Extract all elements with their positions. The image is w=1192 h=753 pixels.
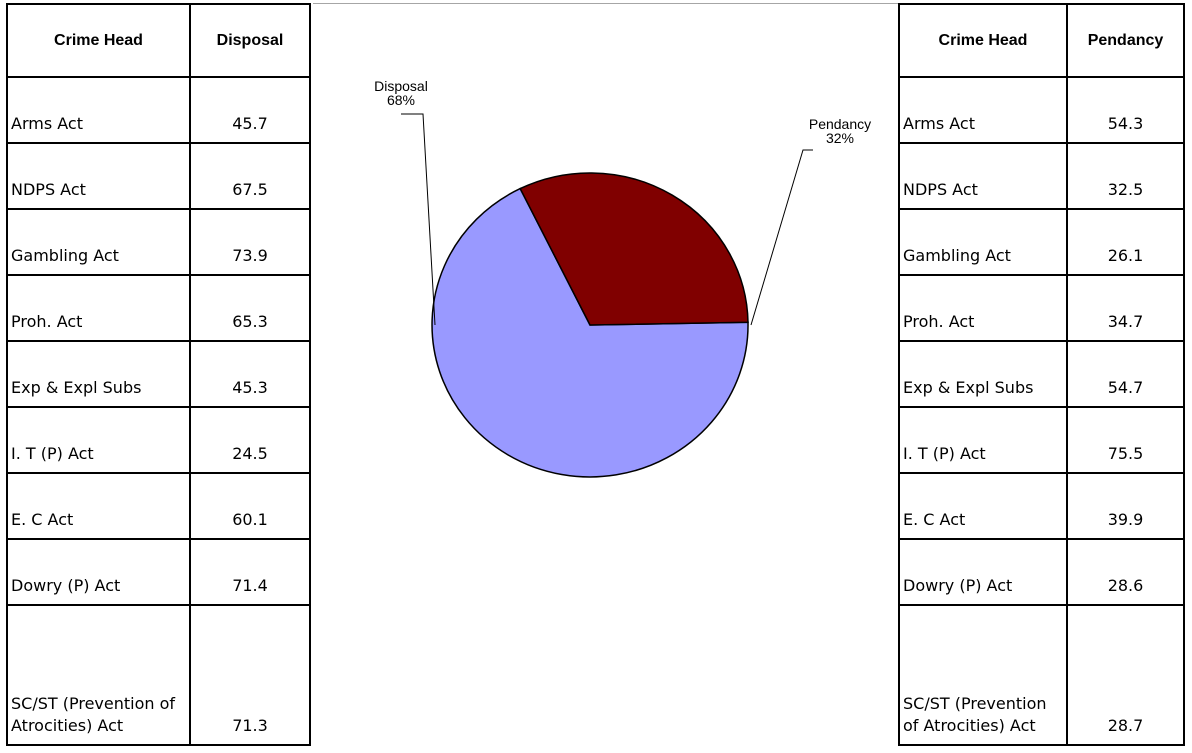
table-row: NDPS Act 67.5: [6, 142, 311, 210]
crime-head-cell: NDPS Act: [6, 142, 191, 210]
pie-slices: [431, 172, 749, 478]
crime-head-header: Crime Head: [6, 3, 191, 78]
pendancy-value-cell: 26.1: [1066, 208, 1185, 276]
table-row: E. C Act 39.9: [898, 472, 1185, 540]
pendancy-value-cell: 39.9: [1066, 472, 1185, 540]
table-row: I. T (P) Act 75.5: [898, 406, 1185, 474]
table-row: NDPS Act 32.5: [898, 142, 1185, 210]
table-row: Arms Act 54.3: [898, 76, 1185, 144]
pendancy-value-cell: 28.7: [1066, 604, 1185, 746]
chart-area-top-border: [313, 3, 898, 4]
crime-head-cell: Dowry (P) Act: [898, 538, 1068, 606]
table-row: Gambling Act 26.1: [898, 208, 1185, 276]
table-row: Exp & Expl Subs 54.7: [898, 340, 1185, 408]
pie-slice-disposal: [431, 187, 749, 478]
disposal-value-cell: 73.9: [189, 208, 311, 276]
crime-head-cell: SC/ST (Prevention of Atrocities) Act: [898, 604, 1068, 746]
table-row: Proh. Act 34.7: [898, 274, 1185, 342]
disposal-value-cell: 71.4: [189, 538, 311, 606]
crime-head-cell: NDPS Act: [898, 142, 1068, 210]
pie-label-pendancy: Pendancy 32%: [809, 116, 871, 146]
crime-head-cell: SC/ST (Prevention of Atrocities) Act: [6, 604, 191, 746]
crime-head-cell: I. T (P) Act: [6, 406, 191, 474]
disposal-header: Disposal: [189, 3, 311, 78]
table-row: Exp & Expl Subs 45.3: [6, 340, 311, 408]
crime-head-cell: Dowry (P) Act: [6, 538, 191, 606]
disposal-value-cell: 45.3: [189, 340, 311, 408]
table-row: Dowry (P) Act 28.6: [898, 538, 1185, 606]
pendancy-value-cell: 28.6: [1066, 538, 1185, 606]
crime-head-cell: Arms Act: [898, 76, 1068, 144]
pendancy-value-cell: 75.5: [1066, 406, 1185, 474]
pendancy-value-cell: 34.7: [1066, 274, 1185, 342]
leader-line-pendancy: [750, 149, 813, 326]
table-header-row: Crime Head Disposal: [6, 3, 311, 78]
crime-head-cell: Gambling Act: [898, 208, 1068, 276]
pendancy-header: Pendancy: [1066, 3, 1185, 78]
disposal-pendancy-pie-chart: Disposal 68% Pendancy 32%: [374, 78, 871, 478]
pendancy-value-cell: 54.7: [1066, 340, 1185, 408]
crime-head-cell: Exp & Expl Subs: [898, 340, 1068, 408]
crime-head-cell: Exp & Expl Subs: [6, 340, 191, 408]
pendancy-value-cell: 32.5: [1066, 142, 1185, 210]
crime-head-header: Crime Head: [898, 3, 1068, 78]
crime-head-cell: Proh. Act: [6, 274, 191, 342]
table-row: I. T (P) Act 24.5: [6, 406, 311, 474]
table-row: Proh. Act 65.3: [6, 274, 311, 342]
disposal-table: Crime Head Disposal Arms Act 45.7 NDPS A…: [6, 3, 311, 746]
pendancy-table: Crime Head Pendancy Arms Act 54.3 NDPS A…: [898, 3, 1185, 746]
crime-head-cell: I. T (P) Act: [898, 406, 1068, 474]
disposal-value-cell: 45.7: [189, 76, 311, 144]
pie-labels: Disposal 68% Pendancy 32%: [374, 78, 871, 146]
disposal-value-cell: 71.3: [189, 604, 311, 746]
crime-head-cell: Arms Act: [6, 76, 191, 144]
table-row: SC/ST (Prevention of Atrocities) Act 28.…: [898, 604, 1185, 746]
disposal-value-cell: 60.1: [189, 472, 311, 540]
table-header-row: Crime Head Pendancy: [898, 3, 1185, 78]
crime-head-cell: E. C Act: [898, 472, 1068, 540]
table-row: Gambling Act 73.9: [6, 208, 311, 276]
disposal-value-cell: 65.3: [189, 274, 311, 342]
pie-leader-lines: [401, 113, 813, 326]
disposal-value-cell: 24.5: [189, 406, 311, 474]
crime-head-cell: E. C Act: [6, 472, 191, 540]
disposal-value-cell: 67.5: [189, 142, 311, 210]
pendancy-value-cell: 54.3: [1066, 76, 1185, 144]
leader-line-disposal: [401, 113, 436, 326]
table-row: Dowry (P) Act 71.4: [6, 538, 311, 606]
pie-slice-pendancy: [519, 172, 749, 326]
table-row: Arms Act 45.7: [6, 76, 311, 144]
table-row: SC/ST (Prevention of Atrocities) Act 71.…: [6, 604, 311, 746]
crime-head-cell: Gambling Act: [6, 208, 191, 276]
pie-label-disposal: Disposal 68%: [374, 78, 428, 108]
crime-head-cell: Proh. Act: [898, 274, 1068, 342]
table-row: E. C Act 60.1: [6, 472, 311, 540]
